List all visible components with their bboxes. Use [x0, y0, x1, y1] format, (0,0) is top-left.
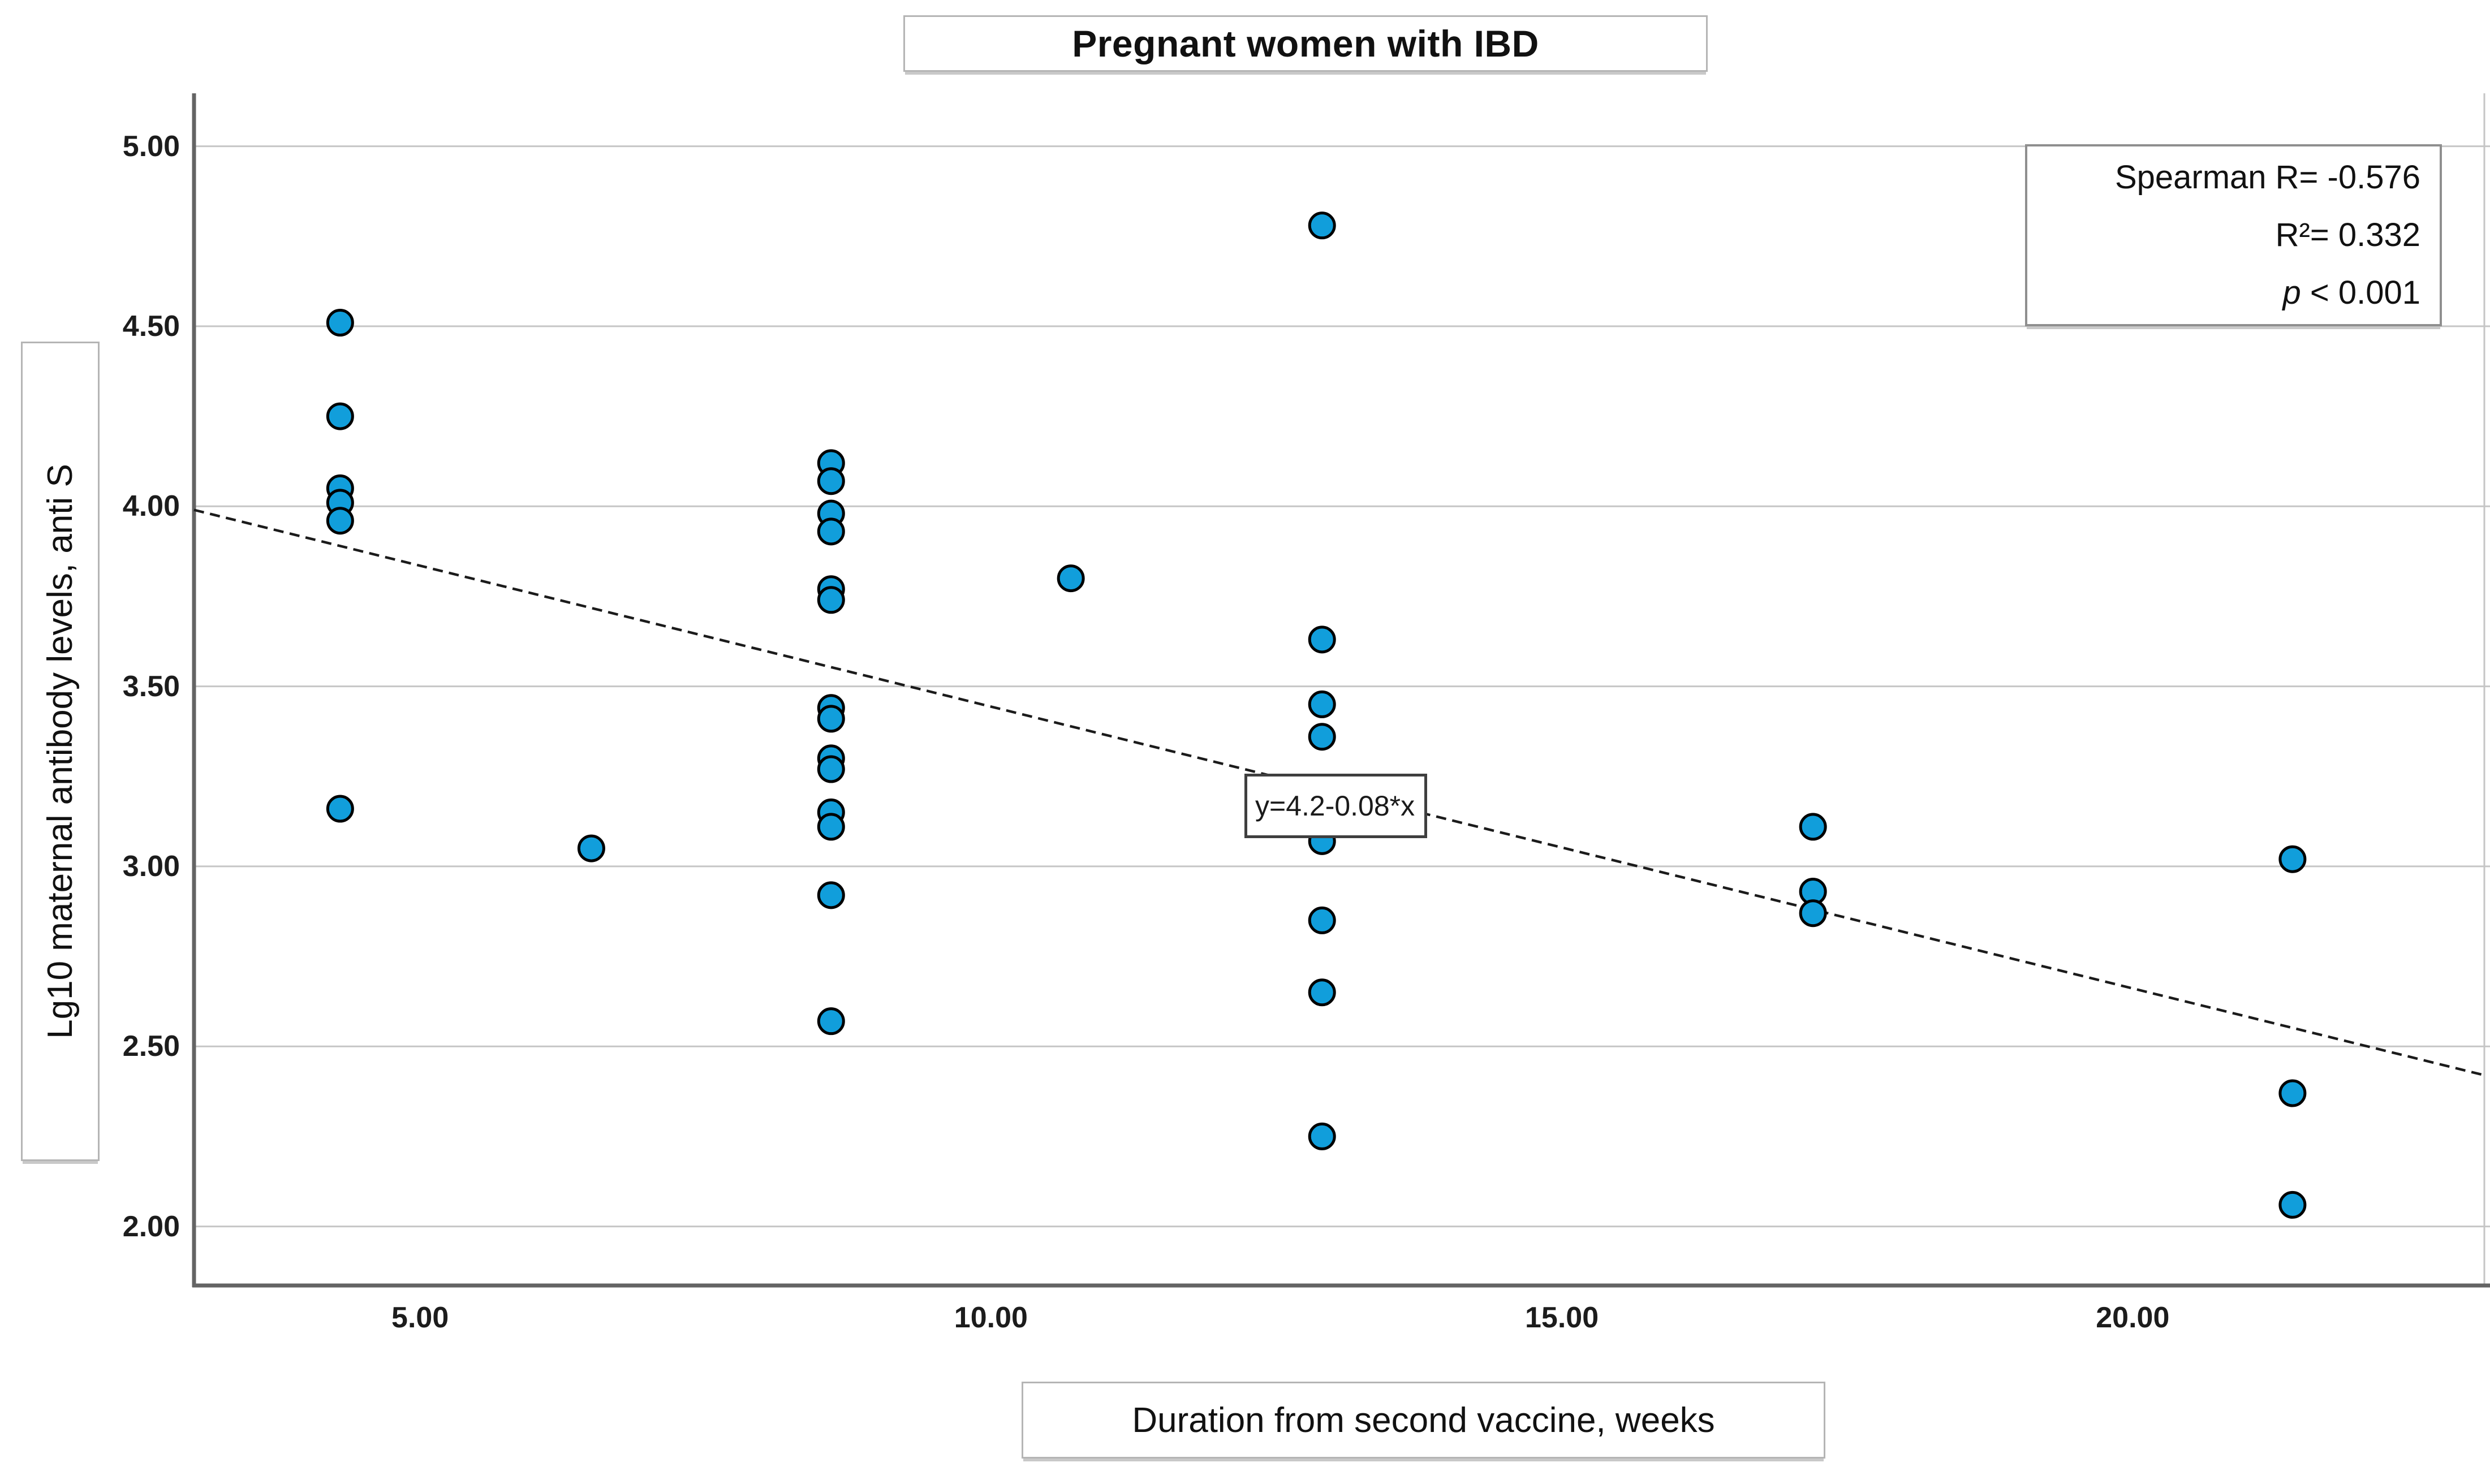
- y-tick-label: 2.50: [122, 1030, 180, 1063]
- y-axis-title: Lg10 maternal antibody levels, anti S: [41, 464, 80, 1039]
- x-axis-title-box: Duration from second vaccine, weeks: [1022, 1382, 1825, 1459]
- y-tick-label: 3.00: [122, 849, 180, 883]
- data-point: [1308, 1122, 1336, 1150]
- data-point: [2278, 845, 2307, 873]
- y-axis-title-box: Lg10 maternal antibody levels, anti S: [21, 342, 100, 1161]
- data-point: [1308, 625, 1336, 654]
- data-point: [326, 795, 354, 823]
- stats-r-squared: R²= 0.332: [2275, 217, 2420, 253]
- data-point: [817, 517, 845, 546]
- p-symbol: p: [2282, 274, 2301, 311]
- y-tick-label: 5.00: [122, 130, 180, 163]
- x-tick-label: 10.00: [954, 1301, 1028, 1334]
- fit-line-equation: y=4.2-0.08*x: [1255, 790, 1415, 822]
- data-point: [817, 586, 845, 614]
- data-point: [2278, 1190, 2307, 1219]
- y-tick-label: 4.50: [122, 309, 180, 343]
- stats-p-value: p < 0.001: [2282, 274, 2420, 311]
- data-point: [817, 467, 845, 495]
- x-tick-label: 20.00: [2096, 1301, 2170, 1334]
- chart-title: Pregnant women with IBD: [1072, 23, 1539, 64]
- chart-title-box: Pregnant women with IBD: [903, 15, 1708, 72]
- y-tick-label: 4.00: [122, 490, 180, 523]
- data-point: [1308, 690, 1336, 718]
- data-point: [326, 309, 354, 337]
- stats-spearman: Spearman R= -0.576: [2114, 159, 2420, 196]
- data-point: [1308, 906, 1336, 934]
- data-point: [326, 507, 354, 535]
- data-point: [326, 402, 354, 430]
- data-point: [1799, 899, 1827, 928]
- fit-line-equation-box: y=4.2-0.08*x: [1244, 774, 1427, 838]
- data-point: [817, 755, 845, 783]
- stats-box: Spearman R= -0.576 R²= 0.332 p < 0.001: [2025, 144, 2442, 326]
- y-tick-label: 3.50: [122, 670, 180, 703]
- data-point: [1799, 813, 1827, 841]
- x-axis-title: Duration from second vaccine, weeks: [1132, 1400, 1715, 1440]
- data-point: [817, 881, 845, 909]
- x-tick-label: 15.00: [1525, 1301, 1599, 1334]
- data-point: [1308, 723, 1336, 751]
- data-point: [577, 834, 605, 862]
- y-tick-label: 2.00: [122, 1210, 180, 1243]
- data-point: [1308, 212, 1336, 240]
- data-point: [817, 1007, 845, 1036]
- data-point: [1057, 564, 1085, 593]
- x-tick-label: 5.00: [391, 1301, 449, 1334]
- data-point: [817, 705, 845, 733]
- data-point: [2278, 1079, 2307, 1107]
- data-point: [817, 813, 845, 841]
- data-point: [1308, 978, 1336, 1007]
